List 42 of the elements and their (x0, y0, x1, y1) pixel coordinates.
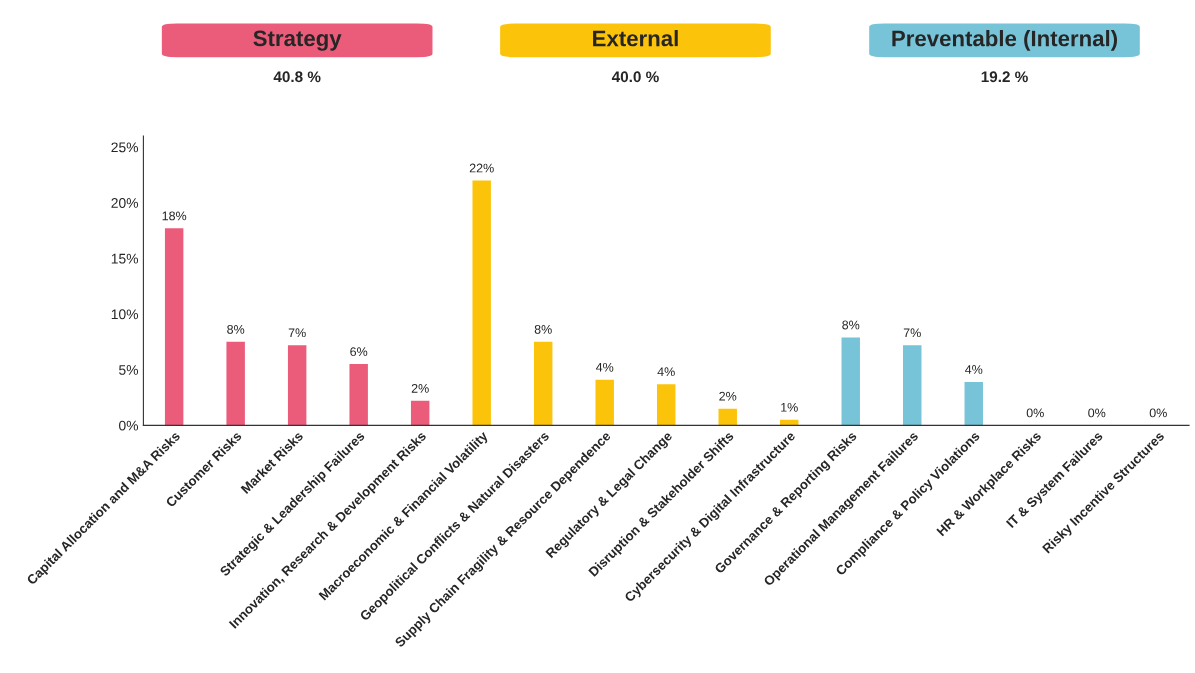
data-label: 4% (595, 362, 614, 372)
y-tick-label: 15% (111, 253, 139, 264)
data-label: 4% (657, 367, 675, 377)
text: External (593, 30, 678, 47)
bar (903, 345, 922, 426)
y-tick-label: 20% (111, 198, 139, 208)
y-tick-label: 25% (111, 142, 139, 153)
bar (287, 345, 307, 426)
bar (226, 341, 245, 426)
data-label: 8% (227, 324, 245, 334)
bar (410, 400, 430, 426)
y-tick-label: 10% (111, 309, 139, 320)
data-label: 2% (719, 391, 737, 401)
text: 40.0 % (611, 71, 659, 83)
bar (164, 228, 184, 426)
text: Strategy (253, 30, 342, 51)
bar (656, 384, 676, 426)
bar (718, 408, 737, 426)
text: Preventable (Internal) (892, 30, 1118, 51)
bar (595, 379, 614, 426)
bar (841, 337, 860, 426)
bar (964, 381, 983, 426)
data-label: 22% (469, 163, 494, 173)
data-label: 4% (965, 365, 983, 374)
data-label: 8% (842, 320, 860, 330)
bar (349, 364, 368, 426)
data-label: 0% (1149, 408, 1167, 418)
data-label: 1% (781, 402, 798, 412)
data-label: 18% (162, 211, 187, 221)
text: 40.8 % (273, 71, 321, 83)
text: 19.2 % (981, 71, 1028, 83)
data-label: 7% (903, 328, 921, 338)
data-label: 8% (534, 324, 552, 334)
data-label: 0% (1088, 408, 1106, 418)
y-tick-label: 0% (119, 420, 139, 431)
data-label: 2% (411, 383, 429, 393)
bar (533, 341, 553, 426)
bar (472, 180, 491, 426)
data-label: 6% (350, 347, 368, 357)
data-label: 0% (1026, 408, 1044, 418)
y-tick-label: 5% (119, 365, 139, 375)
data-label: 7% (288, 328, 306, 338)
